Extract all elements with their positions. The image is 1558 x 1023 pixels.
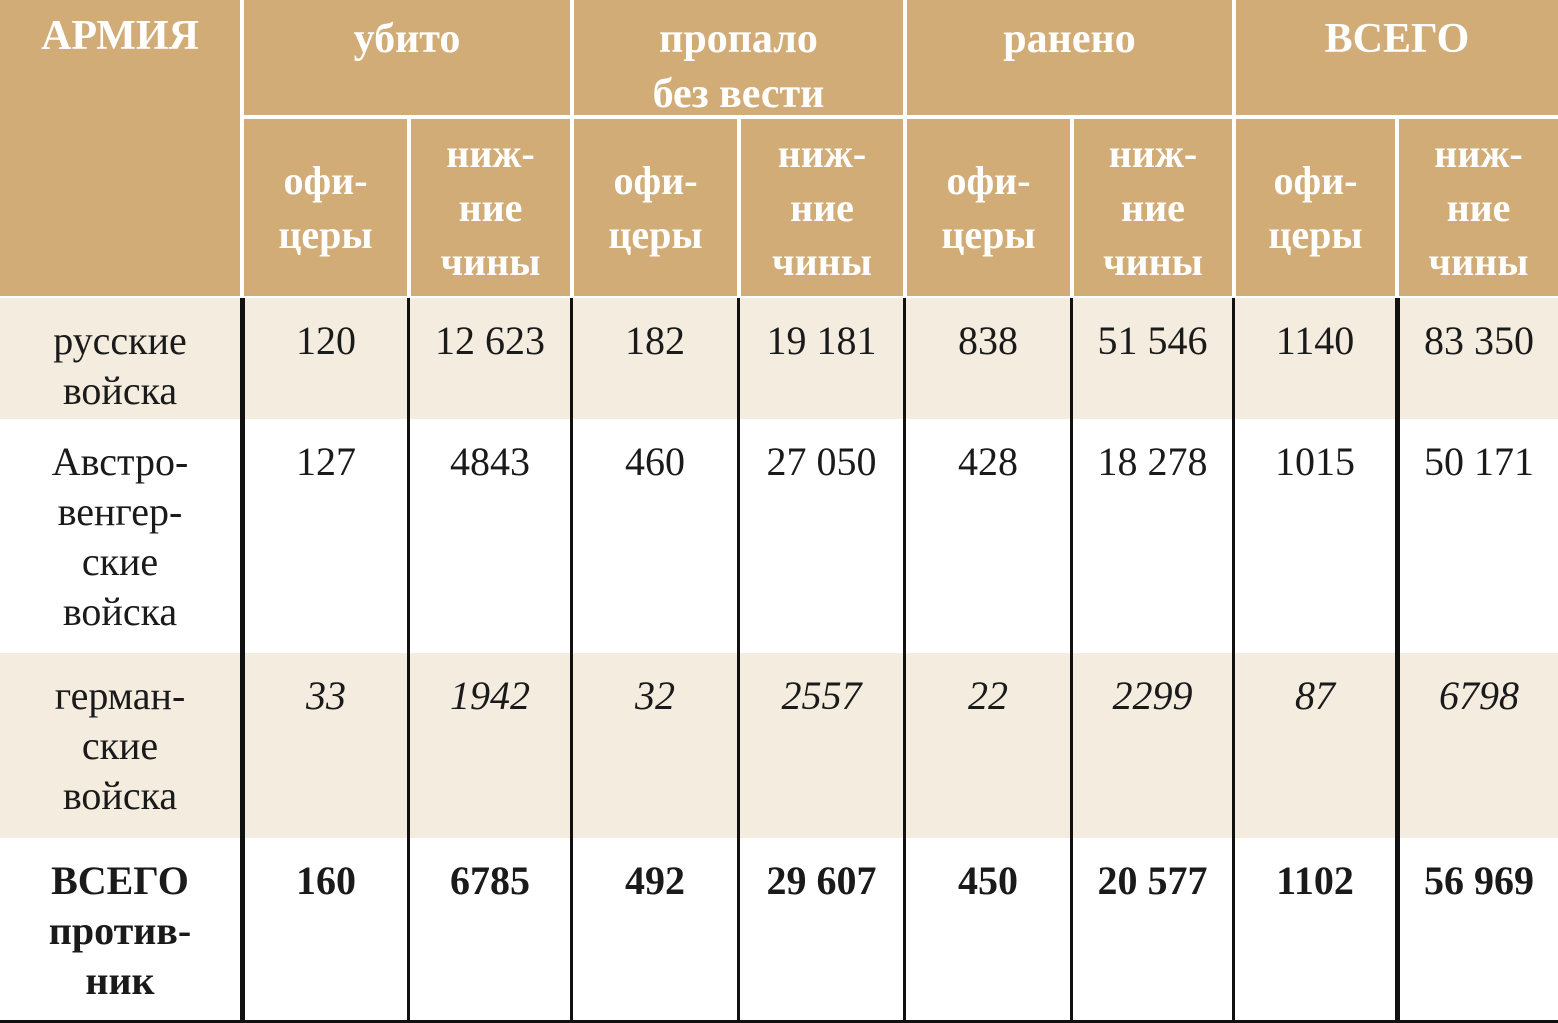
- value-cell: 2299: [1070, 653, 1232, 838]
- value-cell: 1102: [1232, 838, 1395, 1020]
- value-cell: 160: [240, 838, 407, 1020]
- value-cell: 1015: [1232, 419, 1395, 653]
- value-cell: 29 607: [737, 838, 903, 1020]
- value-cell: 6785: [407, 838, 570, 1020]
- value-cell: 492: [570, 838, 737, 1020]
- row-label-russian: русские войска: [0, 298, 240, 419]
- value-cell: 12 623: [407, 298, 570, 419]
- value-cell: 51 546: [1070, 298, 1232, 419]
- column-group-total: ВСЕГО: [1232, 0, 1558, 119]
- value-cell: 460: [570, 419, 737, 653]
- column-group-missing: пропало без вести: [570, 0, 903, 119]
- sub-header-lower-ranks: ниж- ние чины: [737, 119, 903, 298]
- corner-header-army: АРМИЯ: [0, 0, 240, 298]
- value-cell: 18 278: [1070, 419, 1232, 653]
- value-cell: 1942: [407, 653, 570, 838]
- sub-header-officers: офи- церы: [570, 119, 737, 298]
- sub-header-officers: офи- церы: [240, 119, 407, 298]
- value-cell: 127: [240, 419, 407, 653]
- value-cell: 20 577: [1070, 838, 1232, 1020]
- value-cell: 182: [570, 298, 737, 419]
- row-label-german: герман- ские войска: [0, 653, 240, 838]
- value-cell: 33: [240, 653, 407, 838]
- value-cell: 50 171: [1395, 419, 1558, 653]
- row-label-austro-hungarian: Австро- венгер- ские войска: [0, 419, 240, 653]
- value-cell: 22: [903, 653, 1070, 838]
- column-group-wounded: ранено: [903, 0, 1232, 119]
- value-cell: 87: [1232, 653, 1395, 838]
- value-cell: 27 050: [737, 419, 903, 653]
- sub-header-lower-ranks: ниж- ние чины: [407, 119, 570, 298]
- sub-header-lower-ranks: ниж- ние чины: [1070, 119, 1232, 298]
- column-group-killed: убито: [240, 0, 570, 119]
- value-cell: 428: [903, 419, 1070, 653]
- value-cell: 838: [903, 298, 1070, 419]
- value-cell: 4843: [407, 419, 570, 653]
- sub-header-officers: офи- церы: [903, 119, 1070, 298]
- value-cell: 2557: [737, 653, 903, 838]
- value-cell: 32: [570, 653, 737, 838]
- value-cell: 6798: [1395, 653, 1558, 838]
- value-cell: 450: [903, 838, 1070, 1020]
- value-cell: 120: [240, 298, 407, 419]
- value-cell: 1140: [1232, 298, 1395, 419]
- value-cell: 56 969: [1395, 838, 1558, 1020]
- sub-header-officers: офи- церы: [1232, 119, 1395, 298]
- row-label-total-enemy: ВСЕГО против- ник: [0, 838, 240, 1020]
- value-cell: 19 181: [737, 298, 903, 419]
- sub-header-lower-ranks: ниж- ние чины: [1395, 119, 1558, 298]
- value-cell: 83 350: [1395, 298, 1558, 419]
